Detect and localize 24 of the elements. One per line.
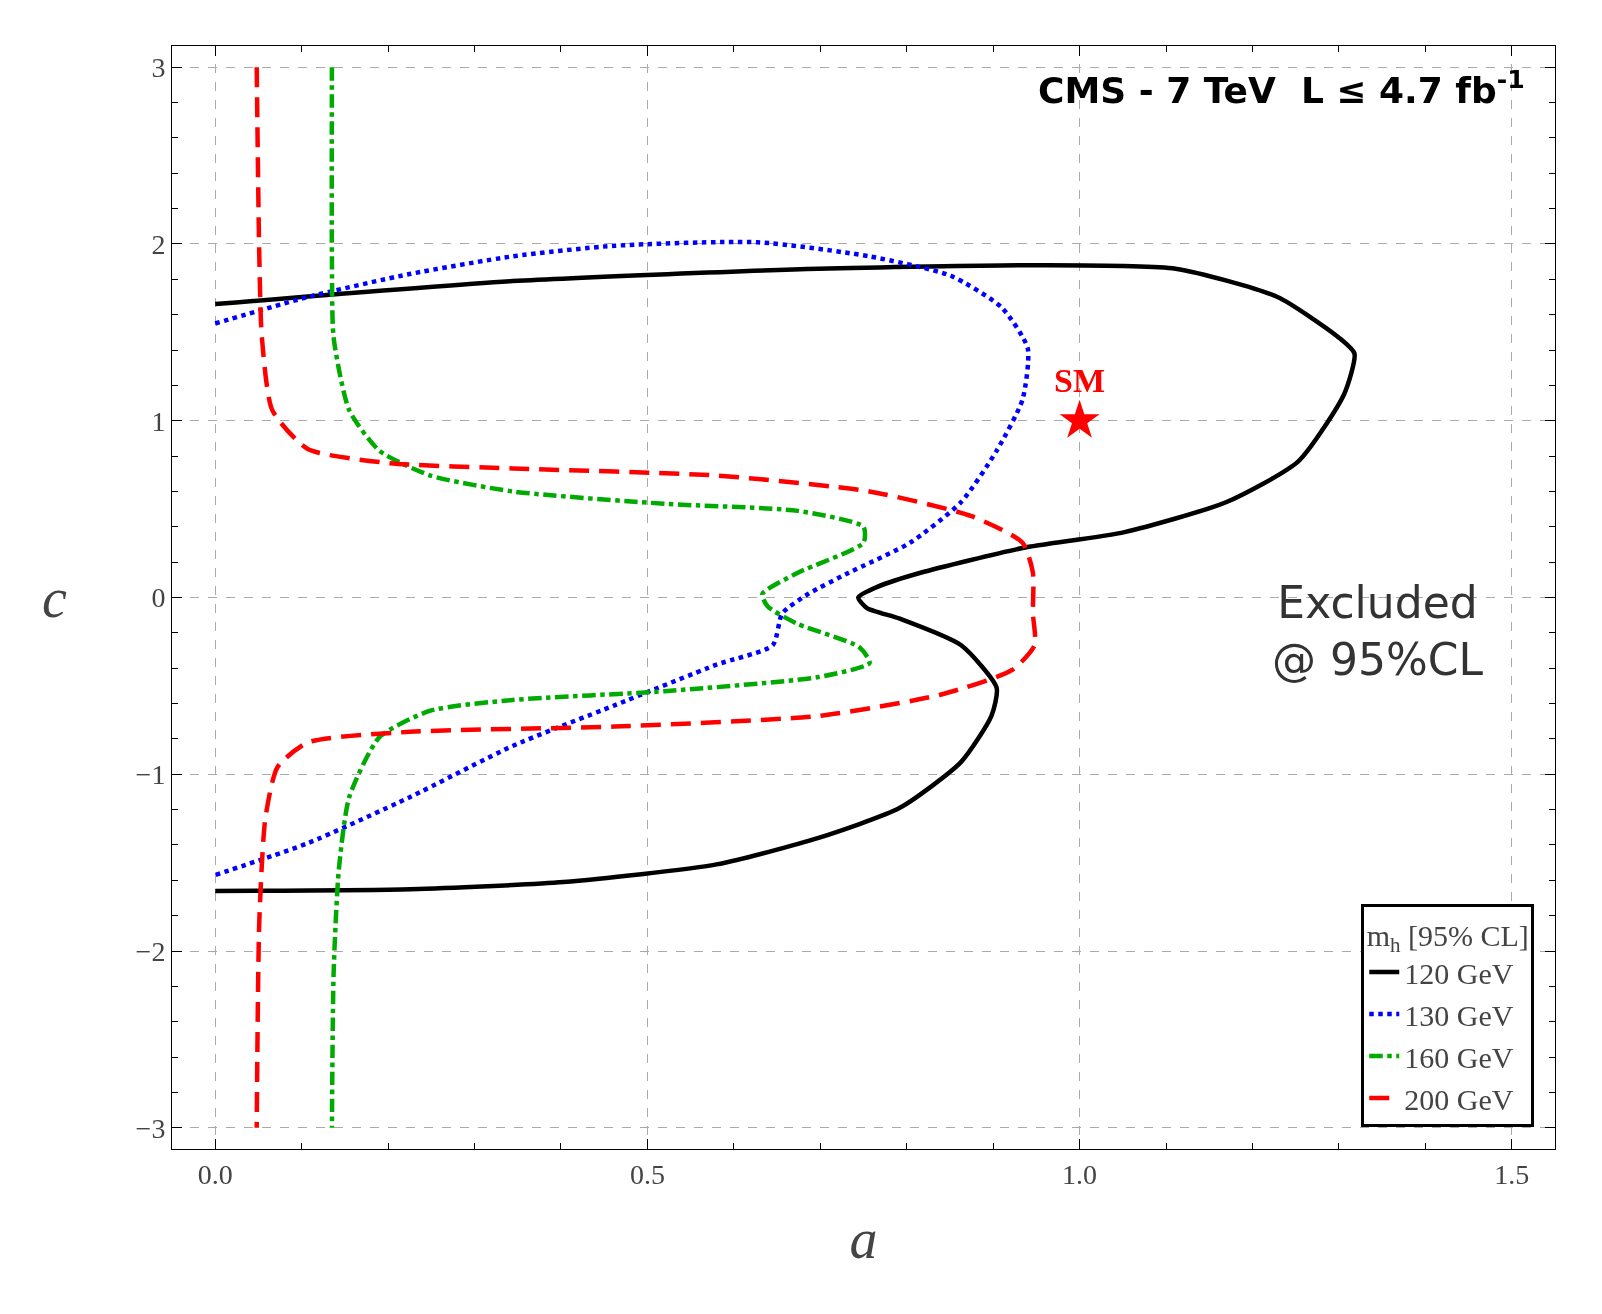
- series-label: SM: [1054, 362, 1106, 400]
- legend-label: 120 GeV: [1404, 956, 1514, 990]
- line-series: [254, 64, 1038, 1131]
- line-series: [329, 64, 872, 1131]
- y-axis-title: c: [42, 567, 67, 629]
- y-tick-label: −1: [135, 759, 166, 791]
- line-series: [212, 239, 1031, 878]
- y-tick-label: 0: [151, 582, 166, 614]
- legend-label: 160 GeV: [1404, 1040, 1514, 1074]
- x-tick-label: 1.0: [1062, 1158, 1098, 1190]
- x-tick-label: 0.5: [629, 1158, 665, 1190]
- x-tick-label: 0.0: [197, 1158, 233, 1190]
- x-tick-label: 1.5: [1494, 1158, 1530, 1190]
- y-tick-label: 3: [151, 52, 166, 84]
- annotation: Excluded @ 95%CL: [1272, 577, 1484, 686]
- y-tick-label: 1: [151, 405, 166, 437]
- y-tick-label: 2: [151, 228, 166, 260]
- legend-label: 200 GeV: [1404, 1082, 1514, 1116]
- x-axis-title: a: [849, 1208, 878, 1271]
- legend-label: 130 GeV: [1404, 998, 1514, 1032]
- legend-title: m$_{h}$ [95% CL]: [1366, 918, 1529, 958]
- y-tick-label: −2: [135, 935, 166, 967]
- y-tick-label: −3: [135, 1112, 166, 1144]
- annotation: CMS - 7 TeV L ≤ 4.7 fb$^{-1}$: [1038, 65, 1525, 112]
